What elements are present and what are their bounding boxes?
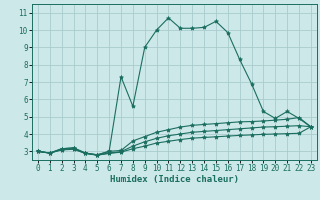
X-axis label: Humidex (Indice chaleur): Humidex (Indice chaleur) — [110, 175, 239, 184]
